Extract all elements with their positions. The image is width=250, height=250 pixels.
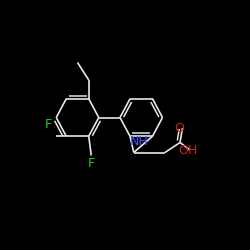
Text: F: F <box>88 157 95 170</box>
Text: F: F <box>45 118 52 132</box>
Text: OH: OH <box>178 144 197 156</box>
Text: O: O <box>174 122 184 135</box>
Text: NH: NH <box>130 135 148 148</box>
